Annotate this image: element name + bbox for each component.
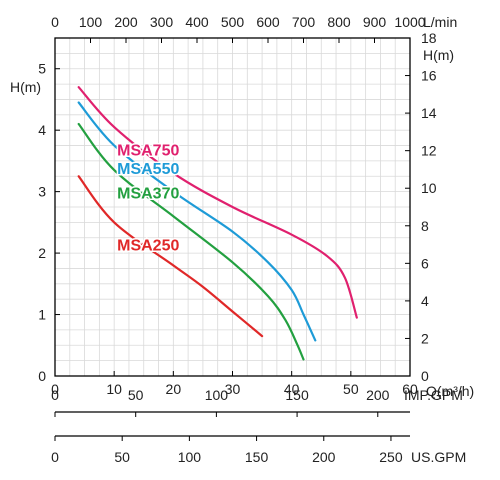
tick-marks [54,37,411,377]
curves [77,86,358,361]
us-gpm-tick-label: 50 [114,449,130,465]
us-gpm-axis-label: US.GPM [411,449,466,465]
x-tick-label: 0 [51,381,59,397]
x-tick-label: 60 [402,381,418,397]
gpm-tick-labels: 0 50 100 150 200 0 50 100 150 200 250 [51,387,403,465]
x-tick-label: 40 [284,381,300,397]
top-axis-tick-label: 200 [114,14,138,30]
curve-msa370 [77,122,305,361]
us-gpm-tick-label: 0 [51,449,59,465]
y-right-tick-label: 16 [421,68,437,84]
y-right-tick-label: 0 [421,368,429,384]
y-left-tick-label: 1 [38,307,46,323]
y-right-axis-label: H(m) [423,47,454,63]
x-tick-label: 50 [343,381,359,397]
top-axis-tick-label: 0 [51,14,59,30]
x-tick-label: 10 [106,381,122,397]
top-axis-tick-label: 100 [79,14,103,30]
us-gpm-tick-label: 250 [379,449,403,465]
curve-msa750 [77,86,358,319]
y-right-tick-label: 8 [421,218,429,234]
y-right-tick-label: 14 [421,105,437,121]
imp-gpm-tick-label: 150 [285,387,309,403]
tick-labels: 0 10 20 30 40 50 600 100 200 300 400 500 600 700 800 90… [38,14,437,397]
y-right-tick-label: 4 [421,293,429,309]
y-left-tick-label: 4 [38,122,46,138]
curve-msa550 [77,101,317,342]
y-left-tick-label: 3 [38,184,46,200]
imp-gpm-tick-label: 50 [128,387,144,403]
imp-gpm-axis-label: IMP.GPM [404,387,463,403]
top-axis-tick-label: 500 [221,14,245,30]
y-left-tick-label: 2 [38,245,46,261]
curve-msa250 [77,175,264,338]
label-msa250: MSA250 [117,238,179,255]
x-tick-label: 30 [225,381,241,397]
label-msa550: MSA550 [117,161,179,178]
top-axis-tick-label: 1000 [394,14,425,30]
label-msa370: MSA370 [117,186,179,203]
top-axis-tick-label: 300 [150,14,174,30]
us-gpm-tick-label: 100 [178,449,202,465]
top-axis-tick-label: 400 [185,14,209,30]
top-axis-tick-label: 600 [256,14,280,30]
top-axis-tick-label: 900 [363,14,387,30]
us-gpm-tick-label: 200 [312,449,336,465]
y-left-axis-label: H(m) [10,79,41,95]
top-axis-tick-label: 800 [327,14,351,30]
label-msa750: MSA750 [117,143,179,160]
x-tick-label: 20 [166,381,182,397]
y-left-tick-label: 5 [38,61,46,77]
y-right-tick-label: 18 [421,30,437,46]
imp-gpm-tick-label: 100 [205,387,229,403]
top-axis-tick-label: 700 [292,14,316,30]
y-right-tick-label: 10 [421,180,437,196]
y-right-tick-label: 6 [421,255,429,271]
x-axis-label: Q(m³/h) [426,383,474,399]
imp-gpm-tick-label: 0 [51,387,59,403]
imp-gpm-tick-label: 200 [366,387,390,403]
us-gpm-tick-label: 150 [245,449,269,465]
gpm-tick-marks [54,412,392,441]
y-left-tick-label: 0 [38,368,46,384]
top-axis-unit: L/min [423,14,457,30]
y-right-tick-label: 12 [421,143,437,159]
y-right-tick-label: 2 [421,330,429,346]
